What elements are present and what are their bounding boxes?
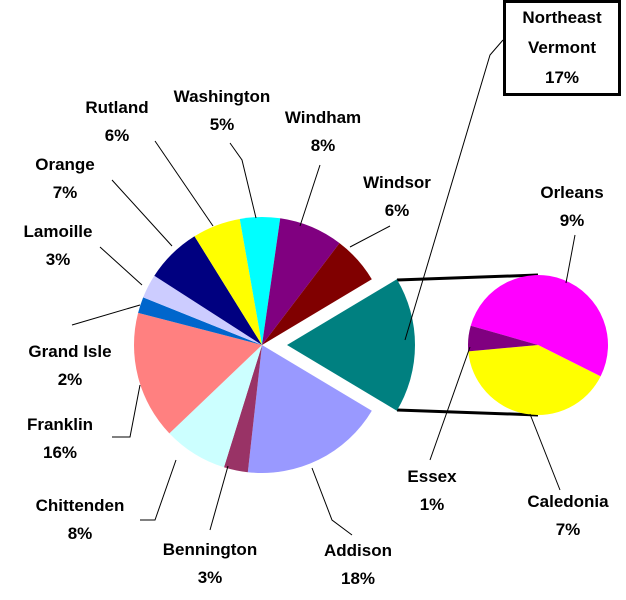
secondary-pie-slice xyxy=(470,275,608,377)
pie-slice xyxy=(262,218,340,345)
leader-line xyxy=(229,142,257,219)
label-name: Grand Isle xyxy=(28,342,112,361)
connector-line xyxy=(396,273,539,282)
label-name: Addison xyxy=(324,541,392,560)
pie-slice xyxy=(138,297,262,345)
data-label: Bennington 3% xyxy=(145,536,275,592)
leader-line xyxy=(154,140,214,227)
label-name: Caledonia xyxy=(527,492,609,511)
pie-slice xyxy=(247,345,372,473)
label-name: Essex xyxy=(407,467,457,486)
label-value: 7% xyxy=(52,183,78,202)
data-label: Lamoille 3% xyxy=(0,218,123,274)
pie-slice xyxy=(169,345,262,468)
data-label: Addison 18% xyxy=(293,537,423,593)
pie-slice xyxy=(239,217,281,345)
label-value: 8% xyxy=(310,136,336,155)
leader-line xyxy=(429,346,471,461)
label-name: Northeast Vermont xyxy=(522,8,602,57)
pie-slice xyxy=(287,279,415,411)
pie-slice xyxy=(262,243,372,345)
pie-slice xyxy=(194,218,262,345)
leader-line xyxy=(565,234,576,284)
pie-slice xyxy=(134,312,262,434)
label-name: Orleans xyxy=(540,183,604,202)
label-name: Windham xyxy=(284,108,362,127)
label-name: Chittenden xyxy=(35,496,125,515)
leader-line xyxy=(111,179,173,247)
pie-slice xyxy=(143,275,262,345)
data-label: Northeast Vermont 17% xyxy=(503,0,621,96)
secondary-pie-slice xyxy=(468,325,538,352)
leader-line xyxy=(209,465,229,531)
label-value: 16% xyxy=(42,443,78,462)
label-value: 8% xyxy=(67,524,93,543)
leader-line xyxy=(140,459,177,521)
label-value: 7% xyxy=(555,520,581,539)
data-label: Rutland 6% xyxy=(52,94,182,150)
label-name: Lamoille xyxy=(23,222,93,241)
data-label: Windsor 6% xyxy=(332,169,462,225)
label-name: Windsor xyxy=(363,173,431,192)
leader-line xyxy=(299,164,321,227)
leader-line xyxy=(71,304,141,326)
data-label: Grand Isle 2% xyxy=(5,338,135,394)
leader-line xyxy=(529,413,561,491)
label-value: 3% xyxy=(197,568,223,587)
data-label: Windham 8% xyxy=(258,104,388,160)
label-value: 17% xyxy=(544,68,580,87)
connector-line xyxy=(396,408,539,417)
label-name: Bennington xyxy=(162,540,258,559)
label-name: Washington xyxy=(173,87,271,106)
data-label: Essex 1% xyxy=(367,463,497,519)
data-label: Washington 5% xyxy=(157,83,287,139)
pie-slice xyxy=(154,236,262,345)
label-value: 9% xyxy=(559,211,585,230)
label-value: 3% xyxy=(45,250,71,269)
data-label: Franklin 16% xyxy=(0,411,125,467)
data-label: Caledonia 7% xyxy=(503,488,626,544)
label-value: 18% xyxy=(340,569,376,588)
secondary-pie-slice xyxy=(468,345,601,416)
leader-line xyxy=(404,39,504,341)
leader-line xyxy=(112,384,141,438)
label-name: Rutland xyxy=(85,98,149,117)
label-name: Orange xyxy=(35,155,95,174)
data-label: Chittenden 8% xyxy=(15,492,145,548)
leader-line xyxy=(349,225,391,248)
label-value: 1% xyxy=(419,495,445,514)
data-label: Orange 7% xyxy=(0,151,130,207)
label-value: 6% xyxy=(384,201,410,220)
leader-line xyxy=(311,467,353,536)
pie-slice xyxy=(223,345,262,473)
label-name: Franklin xyxy=(26,415,94,434)
leader-line xyxy=(99,246,143,286)
label-value: 6% xyxy=(104,126,130,145)
label-value: 5% xyxy=(209,115,235,134)
label-value: 2% xyxy=(57,370,83,389)
data-label: Orleans 9% xyxy=(507,179,626,235)
